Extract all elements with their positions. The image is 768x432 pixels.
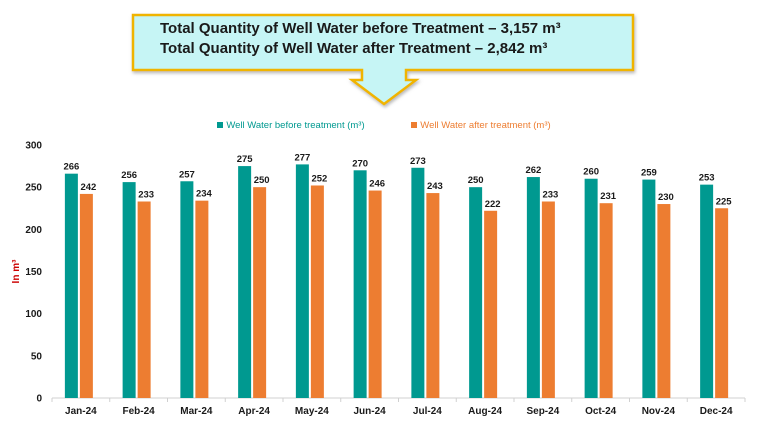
data-label-before: 275 (237, 154, 254, 165)
legend-swatch-before (217, 122, 224, 129)
data-label-before: 273 (410, 156, 426, 167)
data-label-after: 230 (658, 192, 674, 203)
bar-after (484, 210, 498, 398)
bar-before (64, 173, 78, 398)
bar-before (469, 187, 483, 398)
data-label-before: 260 (583, 167, 599, 178)
data-label-before: 270 (352, 158, 368, 169)
data-label-before: 253 (699, 173, 715, 184)
bar-before (584, 178, 598, 398)
data-label-after: 231 (600, 191, 617, 202)
x-tick-label: Jun-24 (354, 406, 387, 417)
bar-after (426, 193, 440, 398)
callout-line-before: Total Quantity of Well Water before Trea… (160, 20, 561, 37)
data-label-after: 252 (311, 173, 327, 184)
y-tick-label: 250 (25, 183, 42, 194)
legend-item-before: Well Water before treatment (m³) (217, 120, 365, 131)
bar-before (353, 170, 367, 398)
bar-before (295, 164, 309, 398)
x-tick-label: Dec-24 (700, 406, 733, 417)
x-tick-label: Oct-24 (585, 406, 617, 417)
bar-before (238, 166, 252, 398)
data-label-before: 250 (468, 175, 484, 186)
x-tick-label: Sep-24 (526, 406, 559, 417)
data-label-after: 243 (427, 181, 443, 192)
data-label-before: 277 (294, 152, 310, 163)
bar-after (195, 200, 209, 398)
data-label-after: 234 (196, 189, 213, 200)
y-tick-label: 0 (36, 394, 42, 405)
data-label-after: 233 (542, 190, 558, 201)
callout-line-after: Total Quantity of Well Water after Treat… (160, 40, 548, 57)
bar-before (700, 184, 714, 398)
y-tick-label: 150 (25, 267, 42, 278)
bar-after (253, 187, 267, 398)
x-tick-label: Jul-24 (413, 406, 442, 417)
y-axis-label: In m³ (11, 259, 22, 284)
x-tick-label: Aug-24 (468, 406, 502, 417)
data-label-before: 262 (525, 165, 541, 176)
data-label-before: 256 (121, 170, 137, 181)
y-tick-label: 50 (31, 351, 43, 362)
data-label-after: 242 (80, 182, 96, 193)
bar-after (310, 185, 324, 398)
bar-before (642, 179, 656, 398)
legend-label-before: Well Water before treatment (m³) (226, 120, 365, 131)
bar-after (137, 201, 151, 398)
callout-shape (131, 13, 635, 106)
x-tick-label: Feb-24 (123, 406, 156, 417)
y-tick-label: 300 (25, 141, 42, 152)
y-tick-label: 100 (25, 309, 42, 320)
x-tick-label: May-24 (295, 406, 329, 417)
bar-before (526, 177, 540, 398)
data-label-after: 233 (138, 190, 154, 201)
bar-after (657, 204, 671, 398)
data-label-before: 259 (641, 168, 657, 179)
bar-after (599, 203, 613, 398)
y-tick-label: 200 (25, 225, 42, 236)
x-tick-label: Apr-24 (238, 406, 270, 417)
legend-label-after: Well Water after treatment (m³) (420, 120, 551, 131)
x-tick-label: Mar-24 (180, 406, 213, 417)
legend-swatch-after (411, 122, 418, 129)
bar-before (180, 181, 194, 398)
bar-after (79, 193, 93, 398)
bar-after (541, 201, 555, 398)
bar-after (368, 190, 382, 398)
bar-before (411, 167, 425, 398)
bar-before (122, 182, 136, 398)
data-label-after: 250 (254, 175, 270, 186)
chart-legend: Well Water before treatment (m³) Well Wa… (0, 120, 768, 131)
data-label-after: 225 (716, 196, 733, 207)
x-tick-label: Nov-24 (642, 406, 676, 417)
data-label-before: 257 (179, 169, 195, 180)
legend-item-after: Well Water after treatment (m³) (411, 120, 551, 131)
data-label-after: 246 (369, 179, 385, 190)
data-label-after: 222 (485, 199, 501, 210)
bar-after (715, 208, 729, 398)
summary-callout (131, 13, 635, 106)
x-tick-label: Jan-24 (65, 406, 97, 417)
data-label-before: 266 (63, 162, 79, 173)
